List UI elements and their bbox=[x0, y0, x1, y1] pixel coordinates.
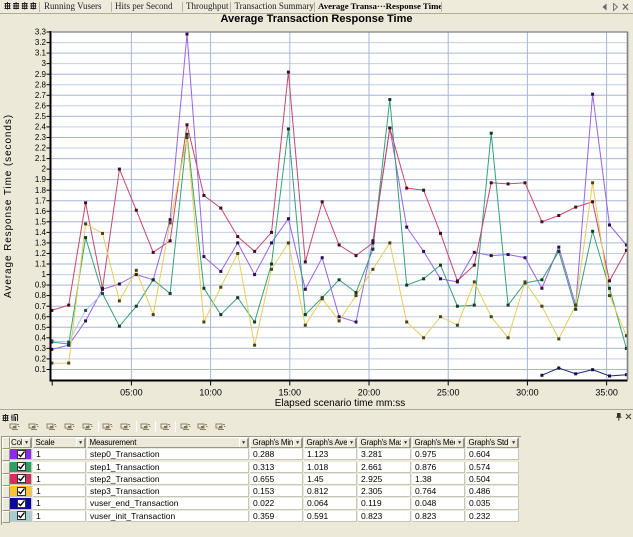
svg-text:3.2: 3.2 bbox=[35, 38, 47, 47]
svg-text:2.6: 2.6 bbox=[35, 101, 47, 110]
svg-text:0.1: 0.1 bbox=[35, 365, 47, 374]
svg-text:1.2: 1.2 bbox=[35, 249, 47, 258]
svg-text:10:00: 10:00 bbox=[199, 388, 222, 398]
svg-text:2.9: 2.9 bbox=[35, 70, 47, 79]
svg-text:30:00: 30:00 bbox=[516, 388, 539, 398]
svg-text:0.9: 0.9 bbox=[35, 281, 47, 290]
svg-text:2.7: 2.7 bbox=[35, 91, 47, 100]
svg-text:1.1: 1.1 bbox=[35, 260, 47, 269]
svg-text:2.4: 2.4 bbox=[35, 123, 47, 132]
svg-text:2.3: 2.3 bbox=[35, 133, 47, 142]
svg-text:25:00: 25:00 bbox=[437, 388, 460, 398]
svg-text:0.8: 0.8 bbox=[35, 291, 47, 300]
svg-text:2.8: 2.8 bbox=[35, 80, 47, 89]
svg-text:2.1: 2.1 bbox=[35, 154, 47, 163]
svg-text:1.9: 1.9 bbox=[35, 175, 47, 184]
svg-text:1.6: 1.6 bbox=[35, 207, 47, 216]
svg-text:0.3: 0.3 bbox=[35, 344, 47, 353]
svg-text:3.3: 3.3 bbox=[35, 28, 47, 37]
svg-text:0.2: 0.2 bbox=[35, 355, 47, 364]
svg-text:05:00: 05:00 bbox=[120, 388, 143, 398]
svg-text:0.7: 0.7 bbox=[35, 302, 47, 311]
svg-text:20:00: 20:00 bbox=[358, 388, 381, 398]
svg-text:0.5: 0.5 bbox=[35, 323, 47, 332]
svg-text:1.3: 1.3 bbox=[35, 239, 47, 248]
svg-text:1.4: 1.4 bbox=[35, 228, 47, 237]
svg-text:1.8: 1.8 bbox=[35, 186, 47, 195]
svg-text:15:00: 15:00 bbox=[279, 388, 302, 398]
svg-text:3: 3 bbox=[42, 59, 47, 68]
svg-text:3.1: 3.1 bbox=[35, 49, 47, 58]
svg-text:1: 1 bbox=[42, 270, 47, 279]
svg-text:35:00: 35:00 bbox=[595, 388, 618, 398]
svg-text:2.5: 2.5 bbox=[35, 112, 47, 121]
svg-text:0.4: 0.4 bbox=[35, 333, 47, 342]
svg-text:0.6: 0.6 bbox=[35, 312, 47, 321]
svg-text:2: 2 bbox=[42, 165, 47, 174]
svg-text:2.2: 2.2 bbox=[35, 144, 47, 153]
svg-text:1.5: 1.5 bbox=[35, 217, 47, 226]
svg-text:1.7: 1.7 bbox=[35, 196, 47, 205]
